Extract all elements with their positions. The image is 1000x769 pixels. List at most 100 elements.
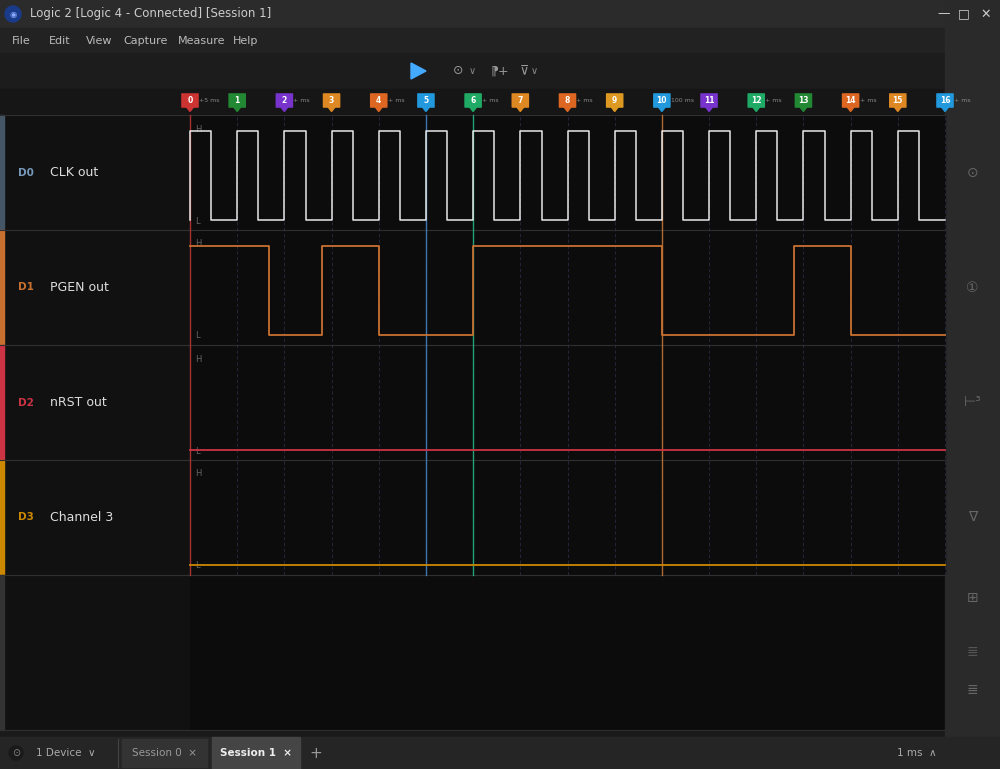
Text: 3: 3: [329, 96, 334, 105]
Text: D2: D2: [18, 398, 34, 408]
Text: 13: 13: [798, 96, 809, 105]
Text: 7: 7: [518, 96, 523, 105]
Bar: [0, 0, 1000, 28]
Polygon shape: [847, 107, 854, 112]
Polygon shape: [375, 107, 382, 112]
Text: Session 1  ×: Session 1 ×: [220, 748, 292, 758]
Text: 6: 6: [471, 96, 476, 105]
Bar: [0, 460, 190, 575]
Polygon shape: [564, 107, 571, 112]
Bar: [0, 89, 945, 115]
Text: □: □: [958, 8, 970, 21]
Text: 12: 12: [751, 96, 762, 105]
Polygon shape: [658, 107, 665, 112]
Text: Session 0  ×: Session 0 ×: [132, 748, 196, 758]
FancyBboxPatch shape: [276, 93, 293, 108]
Text: 1 ms  ∧: 1 ms ∧: [897, 748, 937, 758]
Bar: [945, 89, 1000, 115]
Text: 100 ms: 100 ms: [671, 98, 694, 103]
Text: ⁋+: ⁋+: [490, 65, 509, 78]
Text: 1: 1: [235, 96, 240, 105]
Text: + ms: + ms: [576, 98, 593, 103]
Text: + ms: + ms: [954, 98, 971, 103]
Bar: [0, 230, 4, 345]
Text: Edit: Edit: [49, 35, 71, 45]
Text: H: H: [195, 355, 201, 364]
FancyBboxPatch shape: [417, 93, 435, 108]
Text: 2: 2: [282, 96, 287, 105]
Text: ≣: ≣: [967, 683, 978, 697]
Bar: [0, 230, 190, 345]
Bar: [212, 737, 300, 769]
Text: Capture: Capture: [124, 35, 168, 45]
Text: ⊙: ⊙: [967, 165, 978, 179]
Circle shape: [5, 6, 21, 22]
Bar: [0, 460, 4, 575]
Text: + ms: + ms: [293, 98, 310, 103]
Text: 5: 5: [423, 96, 428, 105]
Polygon shape: [422, 107, 429, 112]
Polygon shape: [234, 107, 241, 112]
FancyBboxPatch shape: [323, 93, 340, 108]
Text: 11: 11: [704, 96, 714, 105]
Bar: [0, 345, 190, 460]
Text: +5 ms: +5 ms: [199, 98, 220, 103]
Text: D1: D1: [18, 282, 34, 292]
Text: + ms: + ms: [765, 98, 782, 103]
FancyBboxPatch shape: [559, 93, 576, 108]
FancyBboxPatch shape: [795, 93, 812, 108]
Circle shape: [9, 746, 23, 760]
FancyBboxPatch shape: [228, 93, 246, 108]
Polygon shape: [942, 107, 948, 112]
Polygon shape: [186, 107, 194, 112]
Text: PGEN out: PGEN out: [50, 281, 109, 294]
Text: L: L: [195, 447, 200, 455]
Text: ∨: ∨: [531, 66, 538, 76]
Bar: [0, 345, 4, 460]
Bar: [122, 739, 207, 767]
Polygon shape: [411, 63, 426, 79]
Bar: [190, 575, 945, 730]
Bar: [0, 115, 4, 230]
Polygon shape: [328, 107, 335, 112]
FancyBboxPatch shape: [606, 93, 623, 108]
Bar: [0, 115, 190, 230]
Text: ✕: ✕: [981, 8, 991, 21]
Text: File: File: [12, 35, 31, 45]
Text: +: +: [310, 745, 322, 761]
FancyBboxPatch shape: [936, 93, 954, 108]
Text: Help: Help: [233, 35, 258, 45]
Bar: [190, 460, 945, 575]
Text: D3: D3: [18, 512, 34, 522]
Text: Channel 3: Channel 3: [50, 511, 113, 524]
Text: ⊙: ⊙: [12, 748, 20, 758]
Text: 8: 8: [565, 96, 570, 105]
Text: Logic 2 [Logic 4 - Connected] [Session 1]: Logic 2 [Logic 4 - Connected] [Session 1…: [30, 8, 271, 21]
FancyBboxPatch shape: [889, 93, 907, 108]
FancyBboxPatch shape: [464, 93, 482, 108]
Text: 14: 14: [845, 96, 856, 105]
Text: 0: 0: [187, 96, 193, 105]
FancyBboxPatch shape: [700, 93, 718, 108]
Text: 9: 9: [612, 96, 617, 105]
Text: + ms: + ms: [482, 98, 499, 103]
Bar: [190, 230, 945, 345]
Text: L: L: [195, 561, 200, 571]
Polygon shape: [517, 107, 524, 112]
FancyBboxPatch shape: [512, 93, 529, 108]
Polygon shape: [706, 107, 713, 112]
Text: 4: 4: [376, 96, 381, 105]
Text: 10: 10: [657, 96, 667, 105]
Bar: [0, 575, 190, 730]
Bar: [945, 575, 1000, 730]
Text: 16: 16: [940, 96, 950, 105]
Bar: [0, 53, 1000, 89]
Text: —: —: [938, 8, 950, 21]
Bar: [0, 28, 1000, 53]
Bar: [190, 115, 945, 230]
Text: ⊙: ⊙: [453, 65, 463, 78]
Text: CLK out: CLK out: [50, 166, 98, 179]
Bar: [190, 345, 945, 460]
Polygon shape: [894, 107, 901, 112]
Bar: [0, 575, 4, 730]
